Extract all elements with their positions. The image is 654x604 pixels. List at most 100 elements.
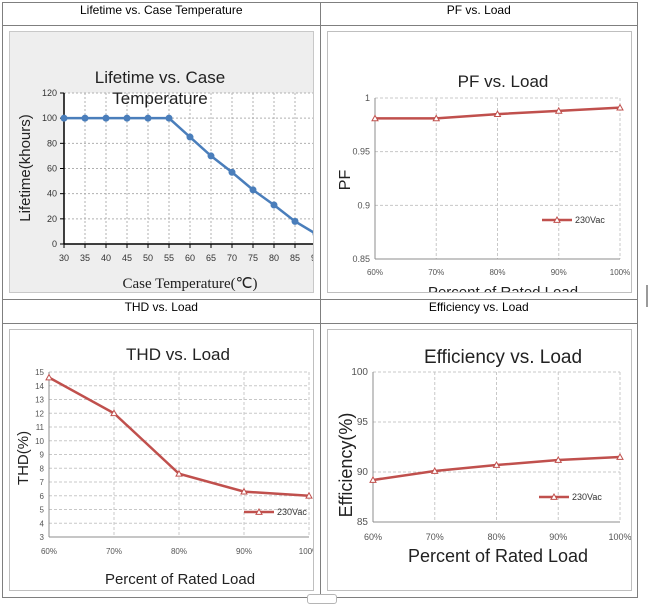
x-tick-label: 50 bbox=[143, 253, 153, 263]
x-axis-title: Percent of Rated Load bbox=[427, 284, 577, 293]
x-tick-label: 90% bbox=[550, 268, 566, 277]
data-point bbox=[123, 114, 131, 122]
x-tick-label: 80% bbox=[487, 532, 505, 542]
y-tick-label: 100 bbox=[351, 367, 368, 378]
y-tick-label: 6 bbox=[40, 491, 45, 500]
chart-grid-table: Lifetime vs. Case Temperature PF vs. Loa… bbox=[2, 1, 638, 599]
header-thd: THD vs. Load bbox=[2, 299, 321, 324]
y-tick-label: 60 bbox=[47, 164, 57, 174]
efficiency-chart: 85 90 95 100 60% 70% 80% 90% 100% 230Vac Efficienc… bbox=[336, 347, 631, 566]
thd-chart: 3 4 5 6 7 8 9 10 11 12 13 14 15 60% 70% 80% 90% 100% 230Va… bbox=[15, 345, 314, 588]
y-axis-title: PF bbox=[337, 170, 354, 191]
x-tick-label: 80 bbox=[269, 253, 279, 263]
y-tick-label: 13 bbox=[35, 395, 44, 404]
y-tick-label: 100 bbox=[42, 113, 57, 123]
cell-efficiency: 85 90 95 100 60% 70% 80% 90% 100% 230Vac Efficienc… bbox=[319, 322, 638, 599]
x-tick-label: 75 bbox=[248, 253, 258, 263]
x-tick-label: 100% bbox=[608, 532, 631, 542]
y-tick-label: 95 bbox=[356, 417, 368, 428]
x-tick-label: 90% bbox=[236, 547, 252, 556]
data-point bbox=[144, 114, 152, 122]
y-tick-label: 0.9 bbox=[357, 200, 370, 210]
legend-label: 230Vac bbox=[277, 507, 307, 517]
legend-marker bbox=[552, 216, 561, 224]
x-tick-label: 90 bbox=[311, 253, 314, 263]
data-point bbox=[207, 152, 215, 160]
cell-pf: 0.85 0.9 0.95 1 60% 70% 80% 90% 100% 230Vac PF vs.… bbox=[319, 25, 638, 301]
legend-marker bbox=[255, 507, 263, 515]
y-tick-label: 3 bbox=[40, 533, 45, 542]
data-point bbox=[291, 217, 299, 225]
y-tick-label: 7 bbox=[40, 478, 45, 487]
y-axis-title: THD(%) bbox=[15, 431, 32, 485]
y-axis-title: Lifetime(khours) bbox=[17, 114, 34, 222]
legend-label: 230Vac bbox=[572, 492, 602, 502]
y-tick-label: 12 bbox=[35, 409, 44, 418]
scroll-handle[interactable] bbox=[307, 594, 337, 604]
y-tick-label: 90 bbox=[356, 467, 368, 478]
x-tick-label: 80% bbox=[171, 547, 187, 556]
y-tick-label: 14 bbox=[35, 381, 44, 390]
data-point bbox=[615, 103, 624, 111]
pf-chart-panel: 0.85 0.9 0.95 1 60% 70% 80% 90% 100% 230Vac PF vs.… bbox=[326, 31, 632, 294]
lifetime-chart: 0 20 40 60 80 100 120 30 35 40 45 50 55 60 65 70 75 80 85 9… bbox=[17, 68, 314, 292]
y-tick-label: 120 bbox=[42, 88, 57, 98]
data-point bbox=[493, 110, 501, 118]
x-tick-label: 70% bbox=[428, 268, 444, 277]
x-axis-title: Case Temperature(℃) bbox=[122, 276, 257, 292]
efficiency-chart-panel: 85 90 95 100 60% 70% 80% 90% 100% 230Vac Efficienc… bbox=[326, 328, 632, 591]
y-axis-title: Efficiency(%) bbox=[336, 412, 356, 517]
data-point bbox=[186, 133, 194, 141]
data-point bbox=[249, 186, 257, 194]
header-pf: PF vs. Load bbox=[319, 1, 638, 27]
data-point bbox=[431, 114, 440, 122]
x-tick-label: 70% bbox=[106, 547, 122, 556]
y-tick-label: 0.95 bbox=[352, 147, 370, 157]
x-tick-label: 100% bbox=[299, 547, 314, 556]
y-tick-label: 8 bbox=[40, 464, 45, 473]
data-point bbox=[430, 466, 439, 474]
y-tick-label: 85 bbox=[356, 517, 368, 528]
y-tick-label: 40 bbox=[47, 189, 57, 199]
x-tick-label: 60% bbox=[41, 547, 57, 556]
edge-marker bbox=[646, 285, 648, 307]
data-point bbox=[175, 469, 183, 477]
x-tick-label: 70% bbox=[425, 532, 443, 542]
chart-title-line1: Lifetime vs. Case bbox=[95, 68, 225, 87]
y-tick-label: 80 bbox=[47, 138, 57, 148]
data-point bbox=[45, 373, 53, 380]
data-point bbox=[110, 408, 118, 416]
data-point bbox=[165, 114, 173, 122]
chart-title-line2: Temperature bbox=[112, 89, 207, 108]
y-tick-label: 15 bbox=[35, 368, 44, 377]
x-tick-label: 30 bbox=[59, 253, 69, 263]
y-tick-label: 0 bbox=[52, 239, 57, 249]
data-point bbox=[270, 201, 278, 209]
data-point bbox=[492, 460, 500, 468]
lifetime-chart-panel: 0 20 40 60 80 100 120 30 35 40 45 50 55 60 65 70 75 80 85 9… bbox=[9, 31, 314, 294]
header-efficiency: Efficiency vs. Load bbox=[319, 299, 638, 324]
y-tick-label: 5 bbox=[40, 505, 45, 514]
cell-lifetime: 0 20 40 60 80 100 120 30 35 40 45 50 55 60 65 70 75 80 85 9… bbox=[2, 25, 321, 301]
x-axis-title: Percent of Rated Load bbox=[407, 546, 587, 566]
x-tick-label: 45 bbox=[122, 253, 132, 263]
cell-thd: 3 4 5 6 7 8 9 10 11 12 13 14 15 60% 70% 80% 90% 100% 230Va… bbox=[2, 322, 321, 599]
y-tick-label: 0.85 bbox=[352, 254, 370, 264]
data-point bbox=[81, 114, 89, 122]
y-tick-label: 9 bbox=[40, 450, 45, 459]
x-tick-label: 40 bbox=[101, 253, 111, 263]
chart-title: THD vs. Load bbox=[126, 345, 230, 364]
x-tick-label: 65 bbox=[206, 253, 216, 263]
thd-chart-panel: 3 4 5 6 7 8 9 10 11 12 13 14 15 60% 70% 80% 90% 100% 230Va… bbox=[9, 328, 314, 591]
data-point bbox=[60, 114, 68, 122]
x-tick-label: 60 bbox=[185, 253, 195, 263]
x-tick-label: 85 bbox=[290, 253, 300, 263]
data-point bbox=[553, 455, 562, 463]
y-tick-label: 1 bbox=[364, 93, 369, 103]
x-tick-label: 35 bbox=[80, 253, 90, 263]
data-point bbox=[312, 232, 313, 236]
x-tick-label: 60% bbox=[366, 268, 382, 277]
data-point bbox=[102, 114, 110, 122]
chart-title: PF vs. Load bbox=[457, 72, 548, 91]
chart-title: Efficiency vs. Load bbox=[423, 347, 581, 368]
